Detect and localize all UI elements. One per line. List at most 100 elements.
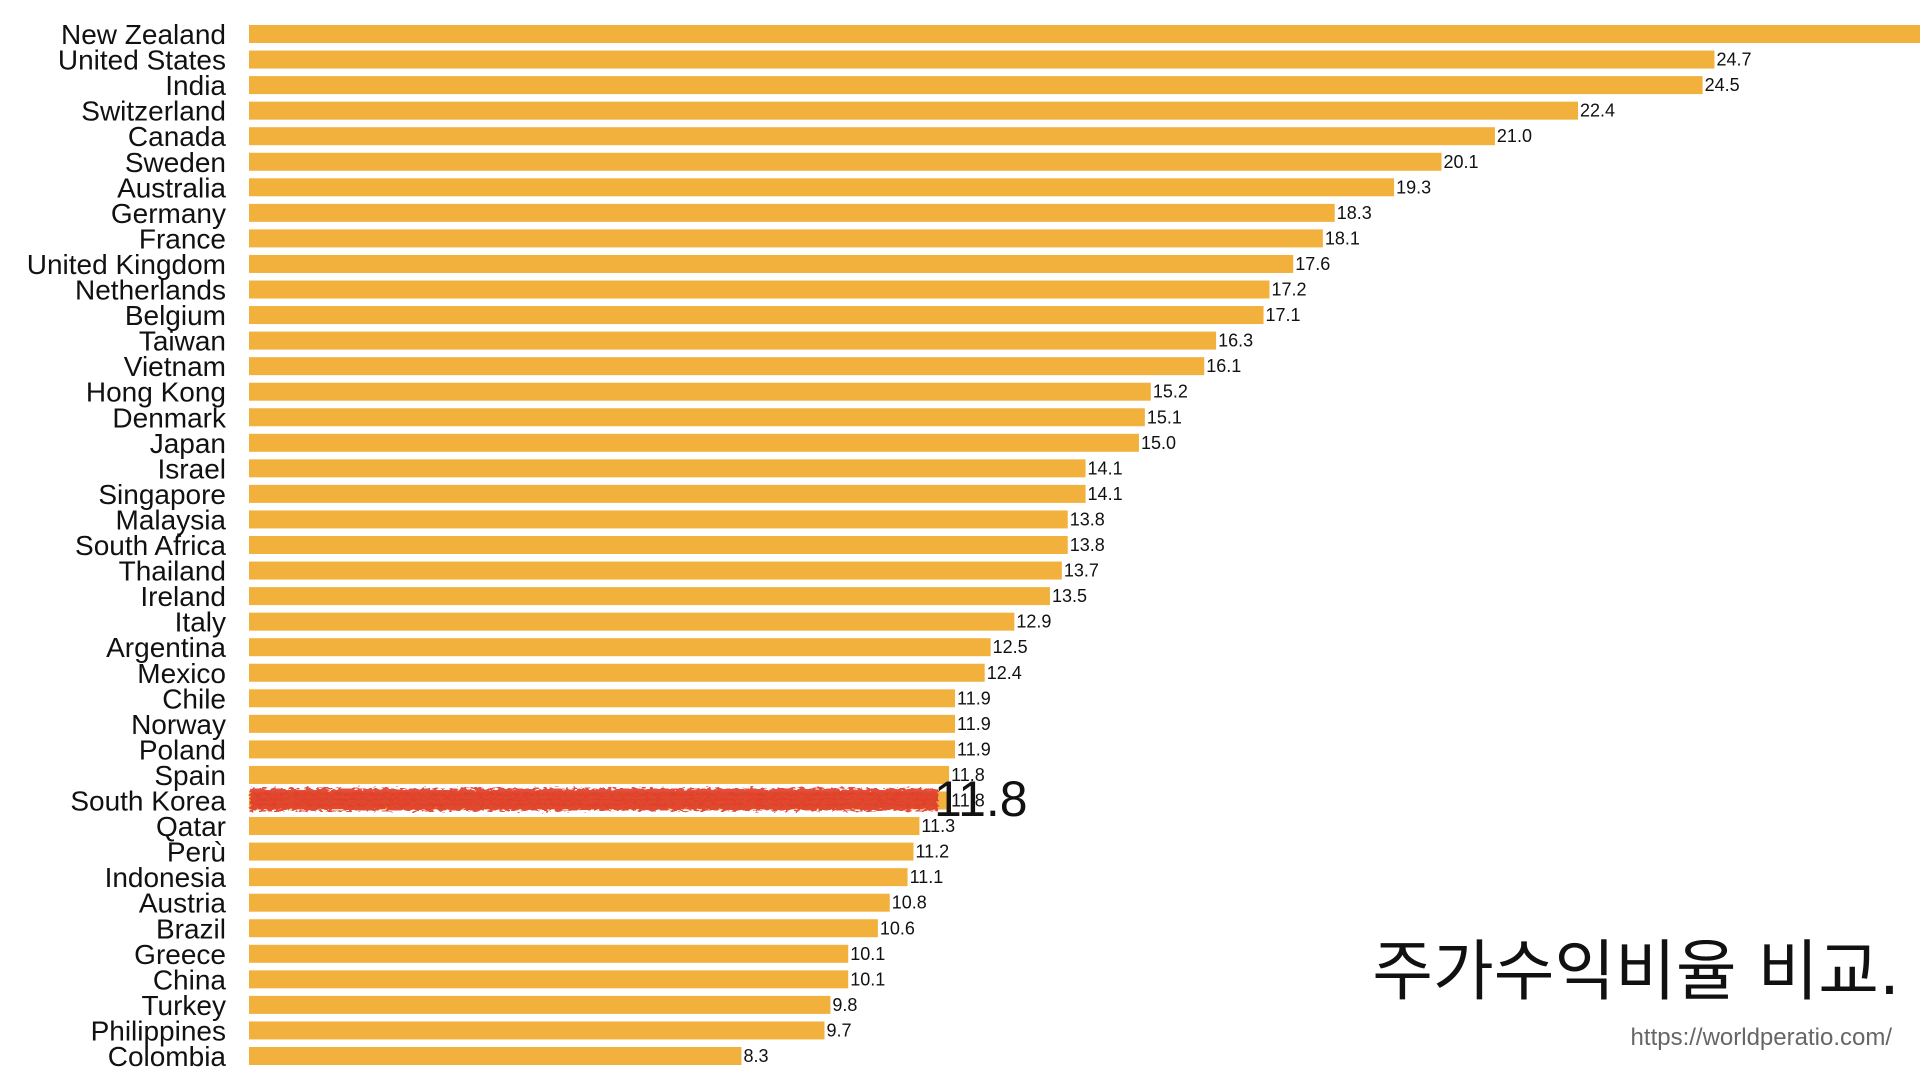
value-label-singapore: 14.1 [1088,484,1123,504]
bar-austria [249,893,890,912]
value-label-south-korea: 11.8 [951,791,985,811]
bar-indonesia [249,868,908,887]
value-label-poland: 11.9 [957,739,991,759]
category-label-ireland: Ireland [140,581,226,612]
bar-poland [249,740,956,759]
category-label-colombia: Colombia [108,1041,227,1072]
category-label-austria: Austria [139,888,227,919]
value-label-sweden: 20.1 [1444,152,1479,172]
value-label-peru: 11.2 [915,842,949,862]
value-label-philippines: 9.7 [827,1020,852,1040]
value-label-taiwan: 16.3 [1218,331,1253,351]
value-label-south-africa: 13.8 [1070,535,1105,555]
highlight-value-callout: 11.8 [934,771,1028,827]
highlight-stroke [250,798,939,806]
value-label-brazil: 10.6 [880,918,915,938]
value-label-denmark: 15.1 [1147,407,1182,427]
category-label-spain: Spain [154,760,226,791]
category-label-turkey: Turkey [141,990,226,1021]
category-label-netherlands: Netherlands [75,275,226,306]
value-label-france: 18.1 [1325,228,1360,248]
highlight-marker [250,788,939,811]
bar-united-kingdom [249,254,1294,273]
category-label-greece: Greece [134,939,226,970]
bar-greece [249,944,849,963]
value-label-switzerland: 22.4 [1580,101,1615,121]
category-label-malaysia: Malaysia [116,504,227,535]
value-label-norway: 11.9 [957,714,991,734]
bar-south-africa [249,536,1068,554]
category-label-france: France [139,223,226,254]
value-label-united-states: 24.7 [1716,50,1751,70]
bar-argentina [249,638,991,657]
value-label-belgium: 17.1 [1266,305,1301,325]
category-label-new-zealand: New Zealand [61,19,226,50]
category-label-poland: Poland [139,734,226,765]
category-label-china: China [153,964,227,995]
value-label-vietnam: 16.1 [1206,356,1241,376]
bar-united-states [249,50,1715,69]
category-label-australia: Australia [117,172,226,203]
bar-singapore [249,484,1086,503]
category-label-south-africa: South Africa [75,530,226,561]
value-label-greece: 10.1 [850,944,885,964]
value-label-austria: 10.8 [892,893,927,913]
category-label-italy: Italy [175,607,226,638]
category-label-india: India [165,70,226,101]
value-label-spain: 11.8 [951,765,985,785]
bar-israel [249,459,1086,478]
bars-group [249,25,1920,1065]
category-label-argentina: Argentina [106,632,226,663]
value-label-israel: 14.1 [1088,458,1123,478]
category-label-vietnam: Vietnam [124,351,226,382]
category-label-brazil: Brazil [156,913,226,944]
bar-chile [249,689,956,708]
bar-mexico [249,663,985,682]
bar-germany [249,203,1335,222]
value-label-argentina: 12.5 [993,637,1028,657]
bar-brazil [249,919,878,938]
bar-australia [249,178,1395,197]
chart-title: 주가수익비율 비교. [1372,933,1900,1010]
bar-sweden [249,152,1442,171]
bar-italy [249,612,1015,631]
value-label-thailand: 13.7 [1064,561,1099,581]
bar-new-zealand [249,25,1920,43]
value-label-ireland: 13.5 [1052,586,1087,606]
category-label-mexico: Mexico [137,658,226,689]
highlight-scribble [250,788,939,811]
category-label-sweden: Sweden [125,147,226,178]
category-label-japan: Japan [150,428,226,459]
value-label-indonesia: 11.1 [910,867,944,887]
category-label-chile: Chile [162,683,226,714]
highlight-stroke [250,803,939,811]
bar-spain [249,765,950,784]
value-label-colombia: 8.3 [743,1046,768,1066]
bar-peru [249,842,914,861]
category-label-qatar: Qatar [156,811,226,842]
bar-vietnam [249,357,1205,376]
category-label-thailand: Thailand [119,556,226,587]
bar-japan [249,433,1139,452]
value-label-australia: 19.3 [1396,177,1431,197]
category-label-israel: Israel [158,453,226,484]
bar-thailand [249,561,1062,580]
category-label-united-states: United States [58,45,226,76]
value-label-india: 24.5 [1705,75,1740,95]
category-label-norway: Norway [131,709,226,740]
bar-philippines [249,1021,825,1040]
bar-malaysia [249,510,1068,529]
value-label-china: 10.1 [850,969,885,989]
value-label-italy: 12.9 [1016,612,1051,632]
category-label-canada: Canada [128,121,227,152]
value-label-germany: 18.3 [1337,203,1372,223]
bar-france [249,229,1323,248]
bar-china [249,970,849,989]
bar-hong-kong [249,382,1151,401]
bar-canada [249,127,1495,146]
bar-ireland [249,587,1050,606]
bar-norway [249,714,956,733]
value-label-turkey: 9.8 [832,995,857,1015]
